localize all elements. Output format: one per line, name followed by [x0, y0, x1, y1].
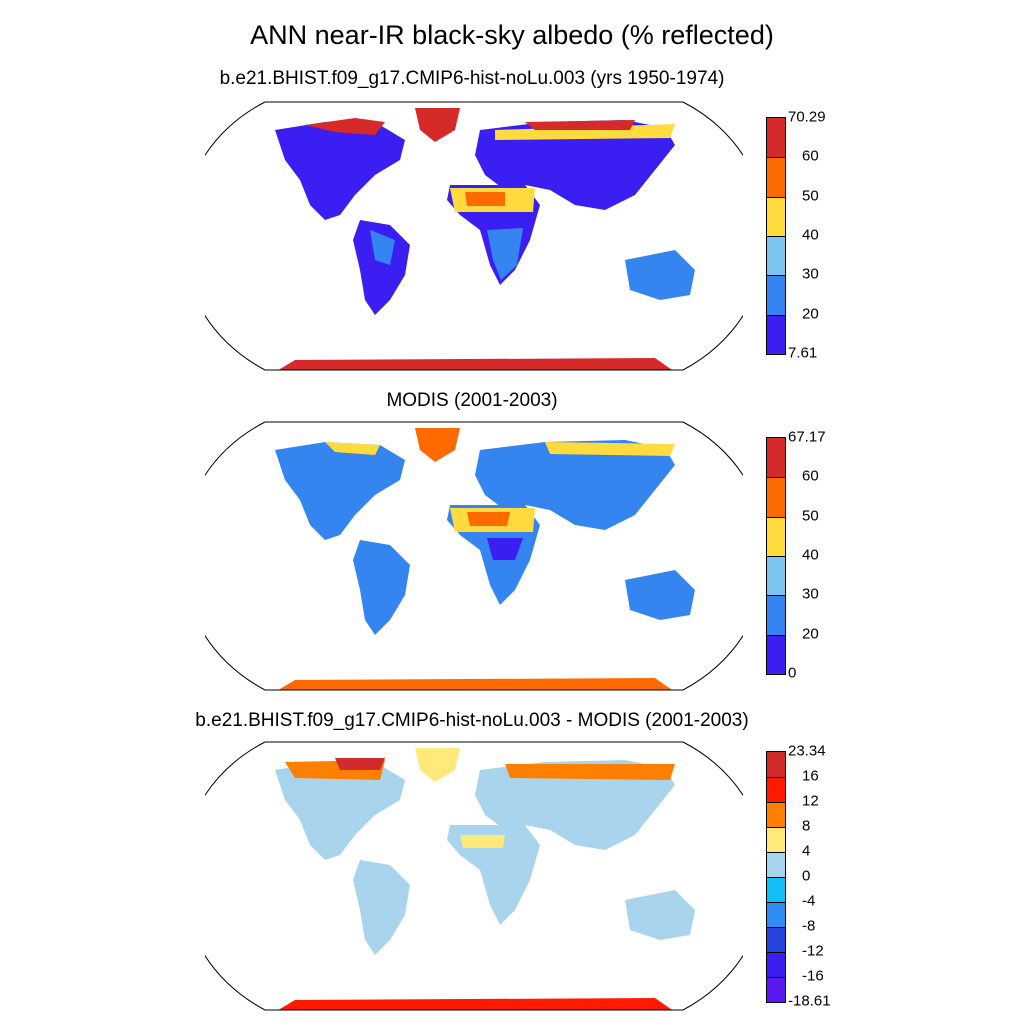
colorbar-segment — [767, 952, 785, 977]
colorbar-segment — [767, 634, 785, 674]
colorbar-segment — [767, 314, 785, 354]
colorbar-tick-label: 0 — [802, 867, 811, 885]
colorbar-tick-label: 70.29 — [788, 108, 826, 126]
colorbar-segment — [767, 777, 785, 802]
panel-2-map — [205, 421, 743, 691]
colorbar-segment — [767, 516, 785, 556]
colorbar-segment — [767, 595, 785, 635]
colorbar-segment — [767, 477, 785, 517]
colorbar-segment — [767, 438, 785, 478]
colorbar-tick-label: 40 — [802, 546, 819, 564]
colorbar-segment — [767, 157, 785, 197]
colorbar-tick-label: -4 — [802, 892, 816, 910]
colorbar-tick-label: 4 — [802, 842, 811, 860]
colorbar-tick-label: 50 — [802, 507, 819, 525]
colorbar-tick-label: -12 — [802, 942, 824, 960]
panel-3-map — [205, 741, 743, 1011]
panel-1-title: b.e21.BHIST.f09_g17.CMIP6-hist-noLu.003 … — [219, 68, 725, 89]
colorbar-tick-label: 30 — [802, 265, 819, 283]
colorbar-tick-label: 7.61 — [788, 344, 818, 362]
colorbar-segment — [767, 927, 785, 952]
colorbar-segment — [767, 852, 785, 877]
panel-1-colorbar — [766, 117, 786, 355]
panel-3-title: b.e21.BHIST.f09_g17.CMIP6-hist-noLu.003 … — [195, 710, 749, 731]
colorbar-segment — [767, 827, 785, 852]
colorbar-segment — [767, 802, 785, 827]
colorbar-tick-label: 23.34 — [788, 742, 826, 760]
colorbar-segment — [767, 902, 785, 927]
colorbar-tick-label: -16 — [802, 967, 824, 985]
colorbar-tick-label: 12 — [802, 792, 819, 810]
colorbar-tick-label: 30 — [802, 585, 819, 603]
colorbar-tick-label: 50 — [802, 187, 819, 205]
colorbar-tick-label: 40 — [802, 226, 819, 244]
colorbar-segment — [767, 555, 785, 596]
colorbar-tick-label: 60 — [802, 147, 819, 165]
greenland-land — [415, 108, 460, 142]
south-america-land — [353, 220, 410, 315]
colorbar-tick-label: 60 — [802, 467, 819, 485]
eurasia-land — [475, 120, 675, 210]
panel-2-title: MODIS (2001-2003) — [386, 390, 558, 411]
colorbar-tick-label: 20 — [802, 625, 819, 643]
colorbar-tick-label: 0 — [788, 664, 797, 682]
panel-1-map — [205, 101, 743, 371]
colorbar-segment — [767, 235, 785, 276]
antarctica-land — [275, 358, 675, 370]
colorbar-segment — [767, 752, 785, 777]
colorbar-segment — [767, 275, 785, 315]
colorbar-tick-label: -18.61 — [788, 992, 831, 1010]
colorbar-segment — [767, 118, 785, 158]
colorbar-segment — [767, 977, 785, 1002]
colorbar-tick-label: 67.17 — [788, 428, 826, 446]
colorbar-tick-label: 16 — [802, 767, 819, 785]
panel-2-colorbar — [766, 437, 786, 675]
australia-land — [625, 250, 695, 300]
colorbar-tick-label: -8 — [802, 917, 816, 935]
panel-3-colorbar — [766, 751, 786, 1003]
colorbar-segment — [767, 196, 785, 236]
colorbar-segment — [767, 877, 785, 902]
colorbar-tick-label: 20 — [802, 305, 819, 323]
north-america-land — [275, 122, 405, 220]
colorbar-tick-label: 8 — [802, 817, 811, 835]
figure-title: ANN near-IR black-sky albedo (% reflecte… — [250, 20, 774, 50]
